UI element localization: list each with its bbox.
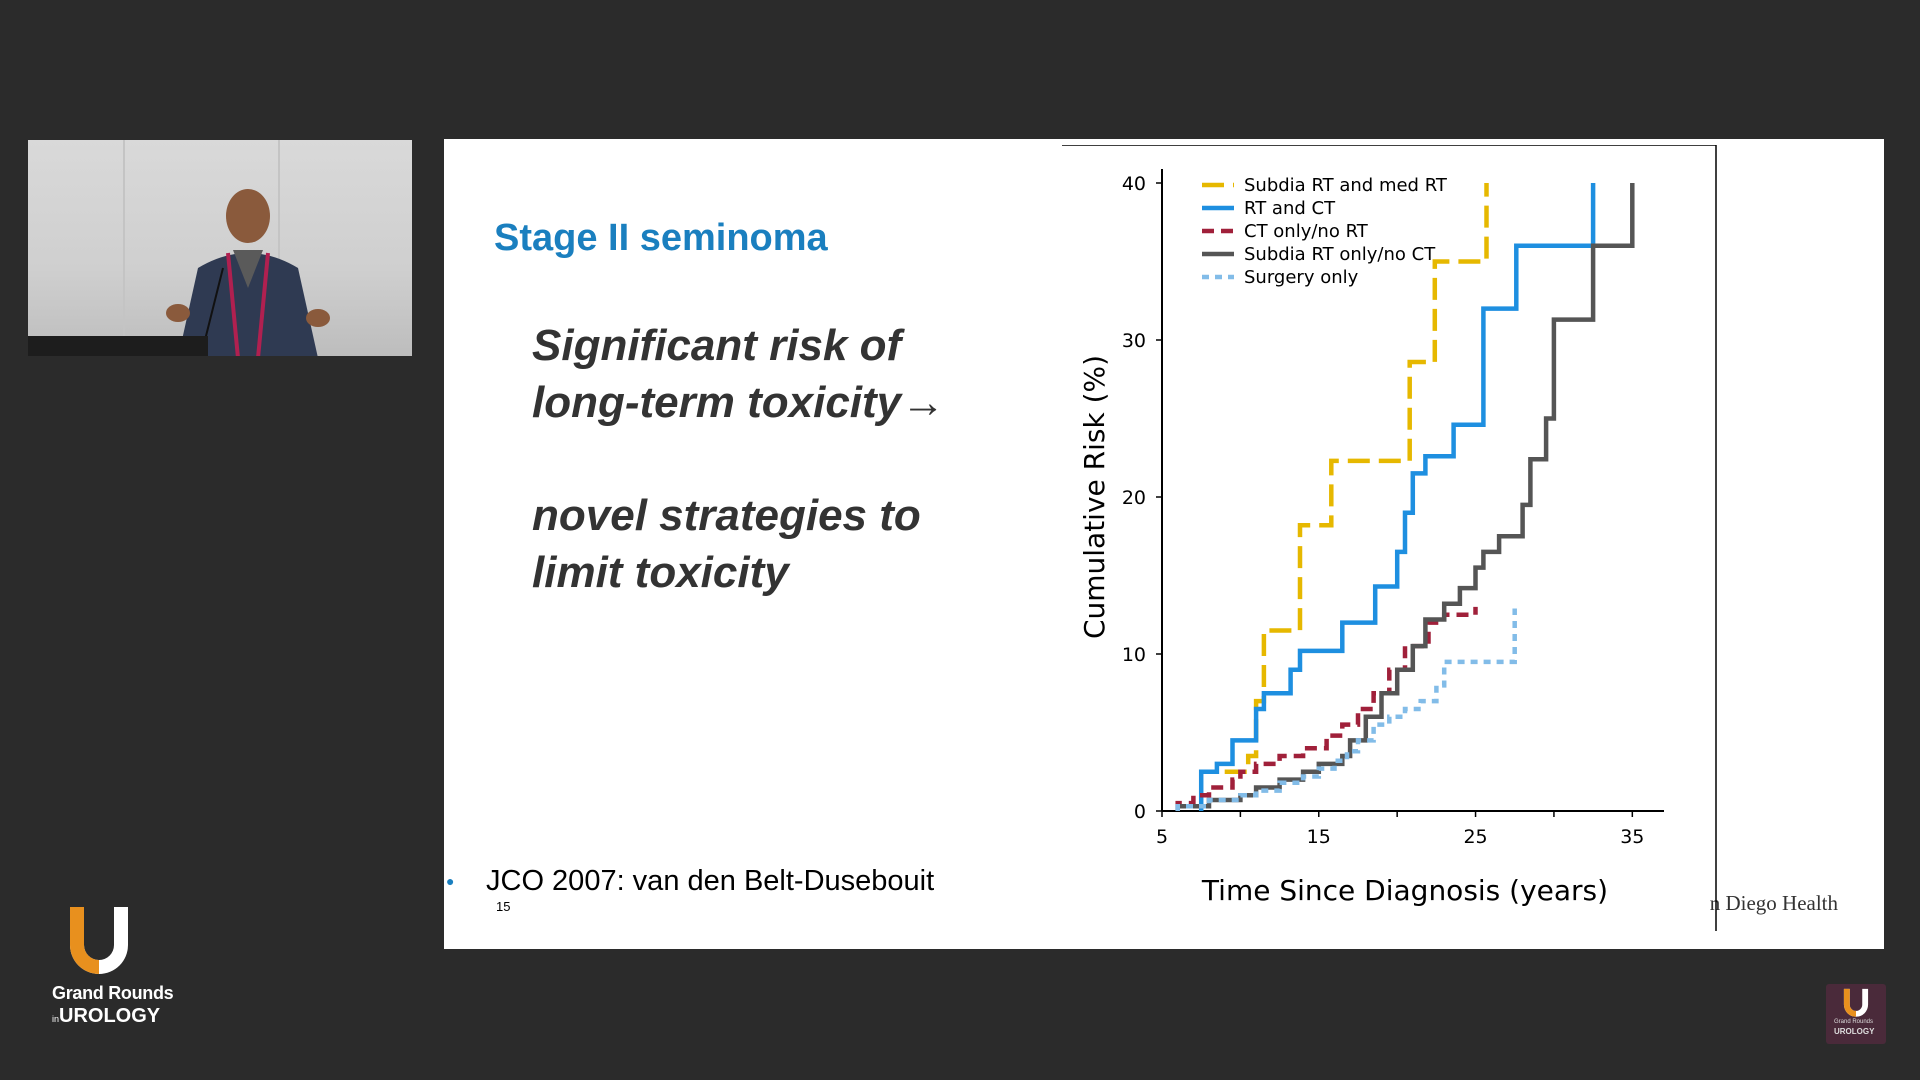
y-tick-label: 10 xyxy=(1122,644,1146,666)
u-logo-icon xyxy=(1843,988,1869,1017)
chart-svg: 0 10 20 30 40 5 15 25 35 Time Since Diagnosis (ye… xyxy=(1062,145,1717,931)
institution-logo: n Diego Health xyxy=(1709,891,1838,915)
cumulative-risk-chart: 0 10 20 30 40 5 15 25 35 Time Since Diagnosis (ye… xyxy=(1062,145,1718,931)
slide-title: Stage II seminoma xyxy=(494,217,828,259)
legend-label: Subdia RT and med RT xyxy=(1244,175,1448,196)
logo-line-2-main: UROLOGY xyxy=(59,1005,161,1027)
legend-label: Subdia RT only/no CT xyxy=(1244,244,1436,265)
y-tick-label: 40 xyxy=(1122,173,1146,195)
watermark-line-1: Grand Rounds xyxy=(1834,1019,1874,1025)
watermark-line-2: UROLOGY xyxy=(1834,1027,1875,1036)
bullet-dot-icon: ● xyxy=(446,873,455,889)
y-tick-label: 0 xyxy=(1134,801,1146,823)
series-line-5 xyxy=(1175,608,1517,811)
u-logo-icon xyxy=(70,907,128,974)
x-tick-label: 35 xyxy=(1620,826,1644,848)
series-line-3 xyxy=(1175,606,1478,811)
series-line-1 xyxy=(1224,183,1489,775)
legend-label: Surgery only xyxy=(1244,267,1359,288)
grand-rounds-watermark: Grand Rounds UROLOGY xyxy=(1826,984,1886,1044)
y-axis-label: Cumulative Risk (%) xyxy=(1078,355,1111,639)
speaker-video-tile[interactable] xyxy=(28,140,412,356)
speaker-figure xyxy=(166,189,330,356)
citation-text: JCO 2007: van den Belt-Dusebouit xyxy=(486,865,935,897)
slide-bullet-list: Significant risk of long-term toxicity→ … xyxy=(532,317,1052,657)
y-tick-label: 30 xyxy=(1122,330,1146,352)
x-axis-label: Time Since Diagnosis (years) xyxy=(1201,874,1608,907)
wall-panel-line xyxy=(278,140,280,356)
series-line-4 xyxy=(1175,183,1635,811)
y-tick-label: 20 xyxy=(1122,487,1146,509)
logo-line-1: Grand Rounds xyxy=(52,983,174,1003)
presentation-slide: Stage II seminoma Significant risk of lo… xyxy=(444,139,1884,949)
x-tick-label: 15 xyxy=(1307,826,1331,848)
logo-line-2: inUROLOGY xyxy=(52,1005,160,1028)
grand-rounds-logo: Grand Rounds inUROLOGY xyxy=(48,905,174,1030)
logo-line-2-prefix: in xyxy=(52,1014,60,1024)
series-line-2 xyxy=(1198,183,1596,811)
page-number: 15 xyxy=(496,899,511,914)
x-tick-label: 5 xyxy=(1156,826,1168,848)
podium xyxy=(28,336,208,356)
citation: ● JCO 2007: van den Belt-Dusebouit 15 xyxy=(444,865,1044,925)
slide-bullet: novel strategies to limit toxicity xyxy=(532,491,921,597)
legend-label: RT and CT xyxy=(1244,198,1336,219)
x-tick-label: 25 xyxy=(1463,826,1487,848)
wall-panel-line xyxy=(123,140,125,356)
legend-label: CT only/no RT xyxy=(1244,221,1369,242)
slide-bullet: Significant risk of long-term toxicity→ xyxy=(532,321,946,427)
